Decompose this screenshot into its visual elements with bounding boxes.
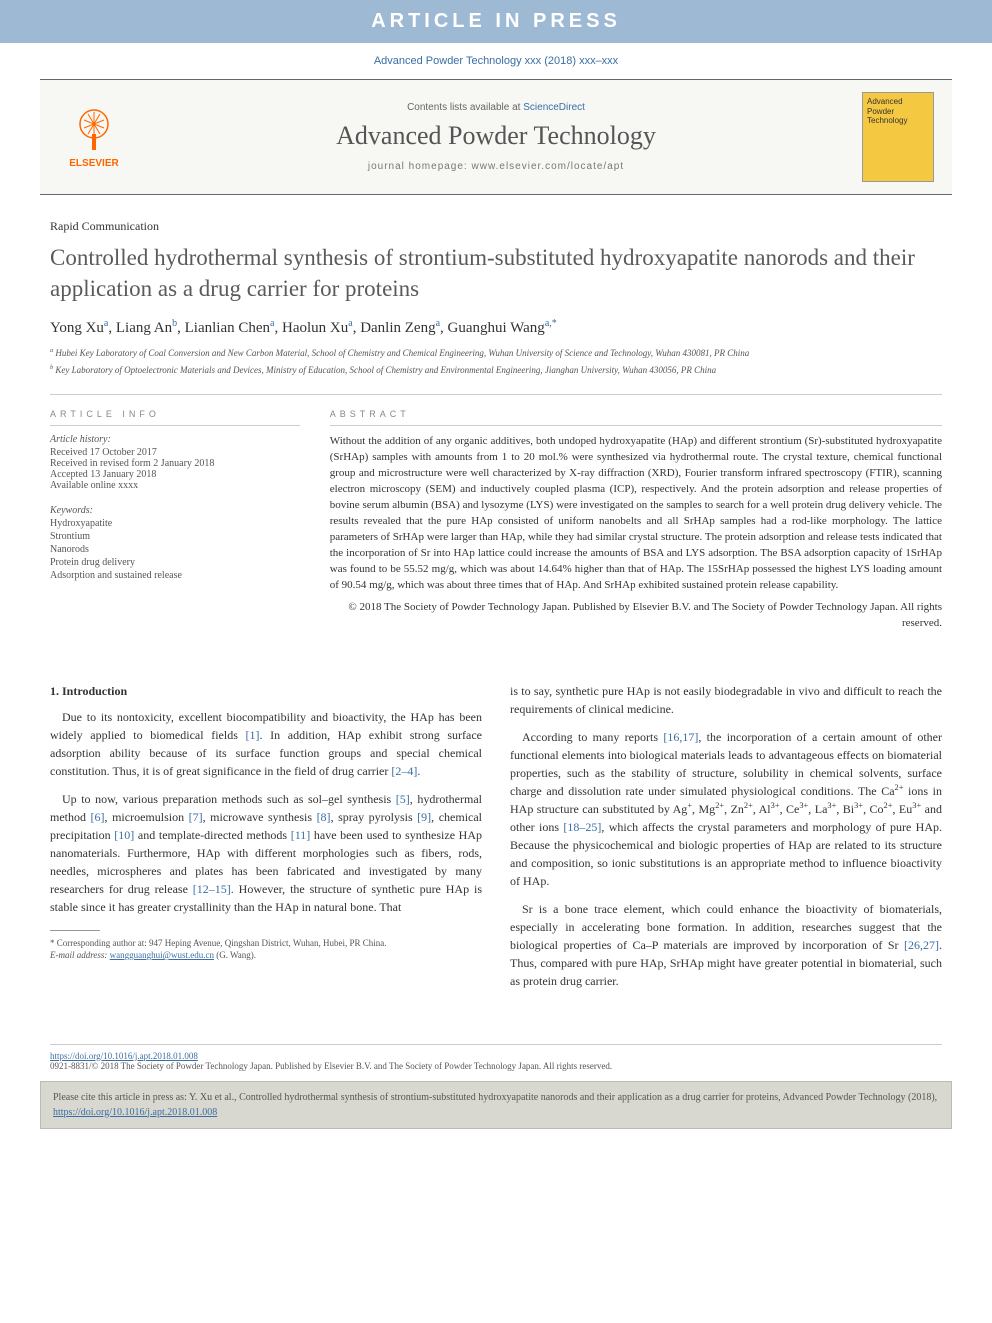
email-footnote: E-mail address: wangguanghui@wust.edu.cn… [50, 949, 482, 962]
corresponding-email-link[interactable]: wangguanghui@wust.edu.cn [110, 950, 214, 960]
history-line: Received in revised form 2 January 2018 [50, 458, 300, 469]
info-abstract-row: ARTICLE INFO Article history: Received 1… [50, 394, 942, 631]
sciencedirect-link[interactable]: ScienceDirect [523, 102, 585, 113]
cite-text: Please cite this article in press as: Y.… [53, 1092, 937, 1103]
journal-name: Advanced Powder Technology [148, 121, 844, 151]
article-info-heading: ARTICLE INFO [50, 409, 300, 426]
author-list: Yong Xua, Liang Anb, Lianlian Chena, Hao… [50, 318, 942, 337]
homepage-prefix: journal homepage: [368, 161, 472, 172]
cite-doi-link[interactable]: https://doi.org/10.1016/j.apt.2018.01.00… [53, 1107, 217, 1118]
email-label: E-mail address: [50, 950, 110, 960]
top-citation: Advanced Powder Technology xxx (2018) xx… [0, 43, 992, 79]
keyword: Hydroxyapatite [50, 518, 300, 529]
contents-prefix: Contents lists available at [407, 102, 523, 113]
footnote-separator [50, 930, 100, 931]
keyword: Protein drug delivery [50, 557, 300, 568]
article-history-block: Article history: Received 17 October 201… [50, 434, 300, 491]
homepage-line: journal homepage: www.elsevier.com/locat… [148, 161, 844, 172]
elsevier-tree-icon [70, 106, 118, 154]
keywords-block: Keywords: Hydroxyapatite Strontium Nanorod… [50, 505, 300, 581]
body-paragraph: Up to now, various preparation methods s… [50, 790, 482, 916]
history-line: Received 17 October 2017 [50, 447, 300, 458]
section-heading-intro: 1. Introduction [50, 682, 482, 700]
publisher-name: ELSEVIER [69, 158, 118, 169]
keyword: Nanorods [50, 544, 300, 555]
affiliation: a Hubei Key Laboratory of Coal Conversio… [50, 347, 942, 360]
article-title: Controlled hydrothermal synthesis of str… [50, 242, 942, 304]
bottom-doi-block: https://doi.org/10.1016/j.apt.2018.01.00… [50, 1044, 942, 1071]
body-paragraph: According to many reports [16,17], the i… [510, 728, 942, 890]
article-info-column: ARTICLE INFO Article history: Received 1… [50, 409, 300, 631]
history-line: Available online xxxx [50, 480, 300, 491]
publisher-logo: ELSEVIER [58, 97, 130, 177]
article-type: Rapid Communication [50, 219, 942, 234]
body-col-left: 1. Introduction Due to its nontoxicity, … [50, 682, 482, 1000]
body-paragraph: is to say, synthetic pure HAp is not eas… [510, 682, 942, 718]
issn-copyright-line: 0921-8831/© 2018 The Society of Powder T… [50, 1061, 942, 1071]
body-paragraph: Sr is a bone trace element, which could … [510, 900, 942, 990]
history-label: Article history: [50, 434, 300, 445]
history-line: Accepted 13 January 2018 [50, 469, 300, 480]
abstract-heading: ABSTRACT [330, 409, 942, 426]
journal-header: ELSEVIER Contents lists available at Sci… [40, 79, 952, 195]
body-two-column: 1. Introduction Due to its nontoxicity, … [50, 682, 942, 1000]
abstract-text: Without the addition of any organic addi… [330, 434, 942, 593]
article-in-press-banner: ARTICLE IN PRESS [0, 0, 992, 43]
article-content: Rapid Communication Controlled hydrother… [0, 195, 992, 1024]
abstract-column: ABSTRACT Without the addition of any org… [330, 409, 942, 631]
corresponding-author-footnote: * Corresponding author at: 947 Heping Av… [50, 937, 482, 950]
body-paragraph: Due to its nontoxicity, excellent biocom… [50, 708, 482, 780]
keywords-label: Keywords: [50, 505, 300, 516]
keyword: Strontium [50, 531, 300, 542]
cite-this-article-box: Please cite this article in press as: Y.… [40, 1081, 952, 1129]
affiliation: b Key Laboratory of Optoelectronic Mater… [50, 364, 942, 377]
homepage-url[interactable]: www.elsevier.com/locate/apt [472, 161, 625, 172]
body-col-right: is to say, synthetic pure HAp is not eas… [510, 682, 942, 1000]
abstract-copyright: © 2018 The Society of Powder Technology … [330, 600, 942, 632]
contents-available-line: Contents lists available at ScienceDirec… [148, 102, 844, 113]
journal-cover-thumb: Advanced Powder Technology [862, 92, 934, 182]
email-suffix: (G. Wang). [214, 950, 256, 960]
doi-link[interactable]: https://doi.org/10.1016/j.apt.2018.01.00… [50, 1051, 198, 1061]
header-center: Contents lists available at ScienceDirec… [148, 102, 844, 172]
keyword: Adsorption and sustained release [50, 570, 300, 581]
